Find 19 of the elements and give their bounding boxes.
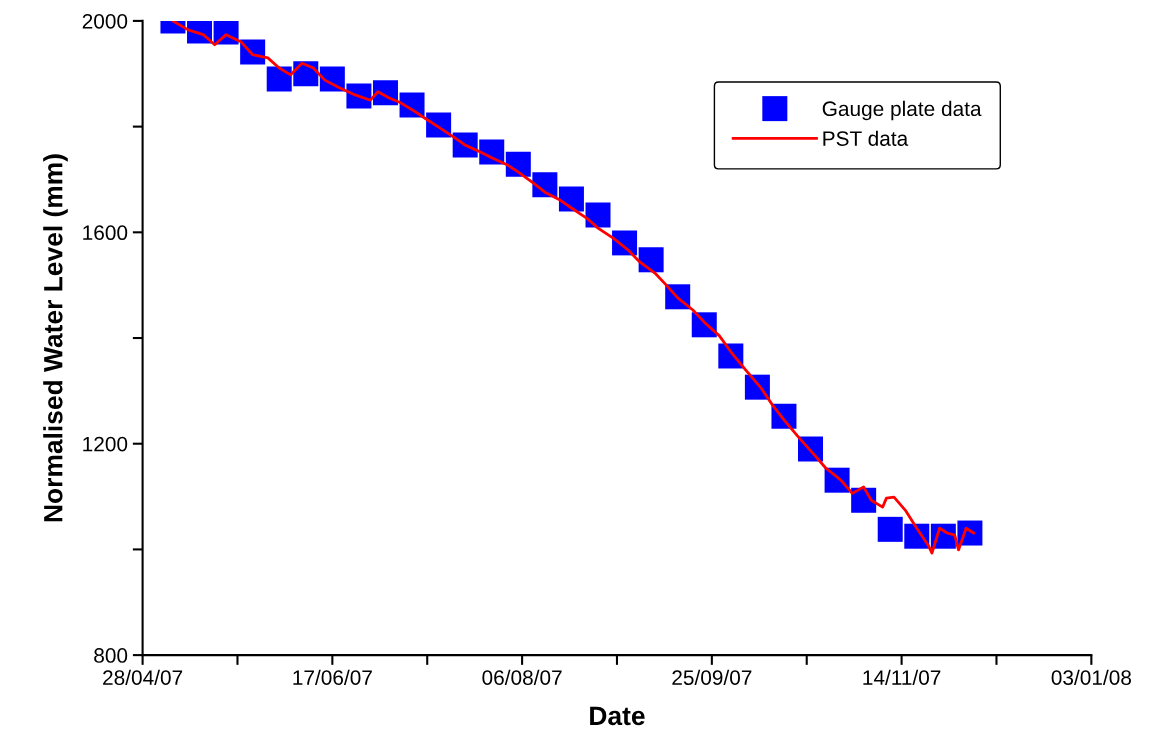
y-tick-label: 800	[94, 648, 128, 663]
x-tick-label: 03/01/08	[1051, 669, 1131, 686]
legend-label: PST data	[823, 130, 909, 146]
y-tick-label: 1600	[83, 225, 128, 241]
y-tick-label: 2000	[82, 13, 128, 29]
x-tick-label: 28/04/07	[103, 669, 183, 686]
point	[877, 516, 903, 542]
x-tick-label: 17/06/07	[293, 669, 372, 686]
y-tick-label: 1200	[83, 436, 128, 452]
point	[585, 202, 611, 228]
legend-label: Gauge plate data	[822, 100, 982, 121]
point	[558, 186, 584, 212]
x-tick-label: 25/09/07	[672, 669, 752, 686]
point	[266, 66, 292, 92]
x-axis-title: Date	[590, 706, 645, 726]
x-tick-label: 14/11/07	[863, 669, 941, 686]
x-tick-label: 06/08/07	[482, 669, 562, 686]
y-axis-title: Normalised Water Level (mm)	[43, 154, 68, 522]
point	[638, 247, 664, 273]
